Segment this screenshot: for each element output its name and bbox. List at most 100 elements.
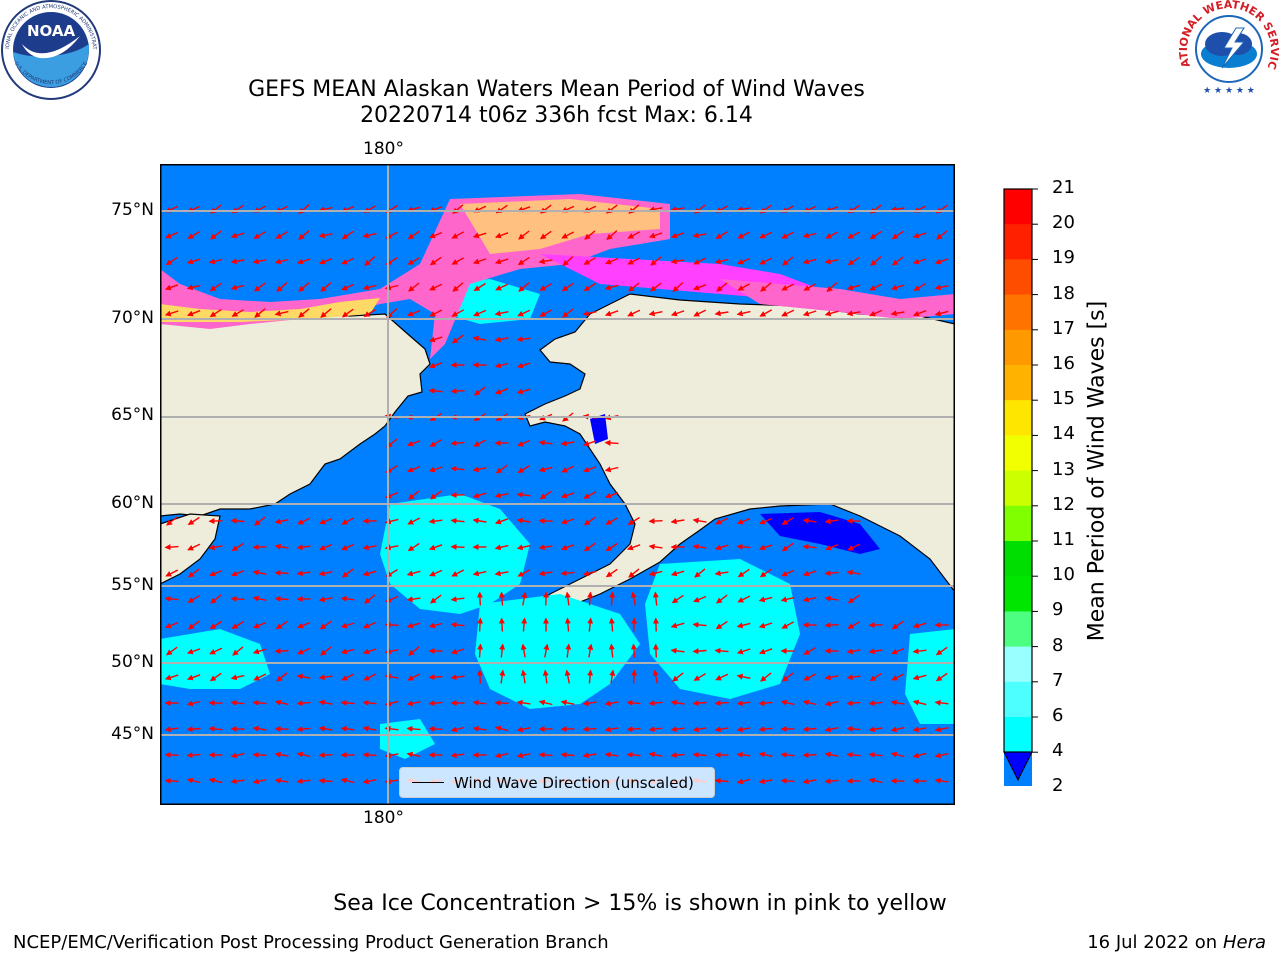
wind-wave-arrow — [802, 310, 817, 317]
wind-wave-arrow — [825, 231, 839, 239]
colorbar-segment — [1004, 224, 1032, 260]
wind-wave-arrow — [737, 283, 751, 291]
wind-wave-arrow — [231, 542, 244, 552]
wind-wave-arrow — [583, 542, 596, 552]
wind-wave-arrow — [254, 282, 266, 292]
wind-wave-arrow — [252, 544, 267, 551]
wind-wave-arrow — [582, 440, 597, 447]
wind-wave-arrow — [429, 309, 443, 317]
wind-wave-arrow — [824, 751, 839, 758]
wind-wave-arrow — [824, 674, 839, 681]
wind-wave-arrow — [364, 256, 376, 266]
wind-wave-arrow — [186, 752, 201, 759]
wind-wave-arrow — [429, 283, 443, 291]
wind-wave-arrow — [648, 518, 663, 525]
wind-wave-arrow — [714, 258, 729, 265]
wind-wave-arrow — [648, 543, 663, 550]
wind-wave-arrow — [934, 726, 949, 733]
wind-wave-arrow — [692, 751, 707, 758]
wind-wave-arrow — [407, 230, 420, 240]
wind-wave-arrow — [869, 672, 882, 682]
wind-wave-arrow — [670, 570, 685, 577]
wind-wave-arrow — [499, 669, 506, 684]
wind-wave-arrow — [693, 257, 707, 265]
wind-wave-arrow — [587, 617, 594, 632]
wind-wave-arrow — [477, 643, 484, 658]
wind-wave-arrow — [340, 648, 355, 655]
wind-wave-arrow — [604, 492, 619, 499]
wind-wave-arrow — [187, 231, 200, 239]
wind-wave-arrow — [715, 673, 729, 681]
wind-wave-arrow — [452, 282, 464, 292]
wind-wave-arrow — [362, 570, 377, 577]
wind-wave-arrow — [520, 643, 527, 658]
colorbar-tick-label: 7 — [1052, 669, 1064, 691]
wind-wave-arrow — [802, 517, 817, 524]
map-frame — [160, 164, 955, 805]
wind-wave-arrow — [318, 206, 333, 213]
wind-wave-arrow — [715, 620, 728, 630]
wind-wave-arrow — [318, 596, 333, 603]
wind-wave-arrow — [166, 516, 178, 526]
wind-wave-arrow — [846, 284, 861, 291]
wind-wave-arrow — [231, 309, 244, 317]
wind-wave-arrow — [209, 282, 222, 292]
wind-wave-arrow — [846, 648, 861, 655]
wind-wave-arrow — [780, 596, 795, 603]
wind-wave-arrow — [252, 725, 267, 732]
wind-wave-arrow — [164, 544, 179, 551]
wind-wave-arrow — [428, 544, 443, 551]
wind-wave-arrow — [297, 647, 311, 655]
wind-wave-arrow — [476, 669, 483, 684]
wind-wave-arrow — [781, 309, 795, 317]
wind-wave-arrow — [582, 700, 597, 707]
wind-wave-arrow — [296, 700, 311, 707]
colorbar-tick-label: 20 — [1052, 212, 1075, 234]
colorbar-tick-label: 9 — [1052, 599, 1064, 621]
wind-wave-arrow — [631, 669, 638, 684]
wind-wave-arrow — [406, 570, 421, 577]
wind-wave-arrow — [847, 621, 861, 629]
wind-wave-arrow — [824, 310, 839, 317]
wind-wave-arrow — [758, 778, 773, 785]
wind-wave-arrow — [890, 726, 905, 733]
wind-wave-arrow — [477, 617, 484, 632]
wind-wave-arrow — [364, 594, 376, 604]
lat-label-65n: 65°N — [111, 405, 154, 425]
wind-wave-arrow — [450, 465, 465, 472]
wind-wave-arrow — [781, 542, 794, 552]
wind-wave-arrow — [868, 751, 883, 758]
wind-wave-arrow — [362, 725, 377, 732]
wind-wave-arrow — [802, 699, 817, 706]
wind-wave-arrow — [494, 544, 509, 551]
wind-wave-arrow — [605, 568, 618, 578]
wind-wave-arrow — [781, 283, 795, 291]
wind-wave-arrow — [803, 673, 817, 681]
wind-wave-arrow — [604, 439, 619, 446]
wind-wave-arrow — [230, 595, 245, 602]
wind-wave-arrow — [714, 777, 729, 784]
wind-wave-arrow — [670, 622, 685, 629]
wind-wave-arrow — [164, 595, 179, 602]
wind-wave-arrow — [846, 725, 861, 732]
wind-wave-arrow — [517, 256, 530, 266]
wind-wave-arrow — [584, 230, 596, 240]
wind-wave-arrow — [714, 647, 729, 654]
wind-wave-arrow — [254, 516, 266, 526]
wind-wave-arrow — [648, 751, 663, 758]
wind-wave-arrow — [539, 309, 553, 317]
wind-wave-arrow — [648, 570, 663, 577]
wind-wave-arrow — [407, 673, 421, 681]
wind-wave-arrow — [230, 778, 245, 785]
wind-wave-arrow — [164, 751, 179, 758]
lat-label-55n: 55°N — [111, 575, 154, 595]
wind-wave-arrow — [407, 517, 421, 525]
wind-wave-arrow — [650, 256, 662, 266]
wind-wave-arrow — [494, 388, 509, 395]
wind-wave-arrow — [604, 310, 619, 317]
colorbar-segment — [1004, 294, 1032, 331]
colorbar-tick-label: 10 — [1052, 564, 1075, 586]
colorbar-tick-label: 19 — [1052, 247, 1075, 269]
wind-wave-arrow — [165, 231, 179, 239]
wind-wave-arrow — [516, 362, 531, 369]
